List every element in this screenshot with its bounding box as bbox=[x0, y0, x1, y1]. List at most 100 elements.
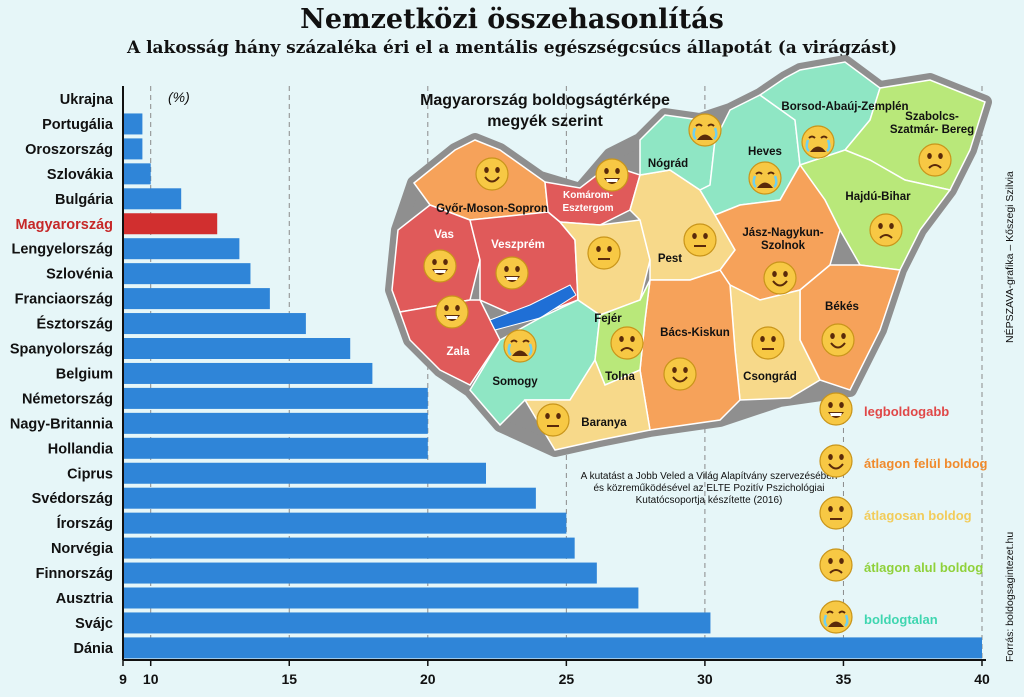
map-labels: Magyarország boldogságtérképe megyék szer… bbox=[420, 92, 974, 437]
category-label: Magyarország bbox=[15, 217, 113, 233]
category-label: Ciprus bbox=[67, 466, 113, 482]
legend-item-above: átlagon felül boldog bbox=[818, 443, 988, 483]
x-tick-label: 15 bbox=[281, 671, 297, 687]
county-label: Veszprém bbox=[491, 239, 545, 251]
emoji-best-icon bbox=[423, 249, 457, 283]
legend-item-average: átlagosan boldog bbox=[818, 495, 972, 535]
bar bbox=[123, 462, 486, 484]
emoji-unhappy-icon bbox=[503, 329, 537, 363]
legend-item-unhappy: boldogtalan bbox=[818, 599, 938, 639]
chart-subtitle: A lakosság hány százaléka éri el a mentá… bbox=[126, 38, 898, 58]
county-label: Tolna bbox=[605, 371, 635, 383]
emoji-below-icon bbox=[918, 143, 952, 177]
category-label: Norvégia bbox=[51, 541, 114, 557]
category-label: Ukrajna bbox=[60, 92, 114, 108]
map-subtitle: megyék szerint bbox=[487, 113, 603, 130]
category-label: Észtország bbox=[36, 316, 113, 333]
county-label: Heves bbox=[748, 146, 782, 158]
legend-label: boldogtalan bbox=[864, 611, 938, 627]
county-label: Jász-Nagykun-Szolnok bbox=[742, 227, 823, 252]
bar bbox=[123, 562, 597, 584]
emoji-best-icon bbox=[595, 158, 629, 192]
category-label: Ausztria bbox=[56, 591, 114, 607]
category-label: Portugália bbox=[42, 117, 114, 133]
county-label: Komárom-Esztergom bbox=[562, 190, 613, 214]
x-axis: 9 10 15 20 25 30 35 40 (%) bbox=[119, 86, 990, 687]
category-label: Svájc bbox=[75, 616, 113, 632]
county-zala bbox=[398, 299, 501, 386]
bar bbox=[123, 612, 711, 634]
x-tick-label: 9 bbox=[119, 671, 127, 687]
legend-item-best: legboldogabb bbox=[818, 391, 949, 431]
legend-item-below: átlagon alul boldog bbox=[818, 547, 983, 587]
bar bbox=[123, 637, 982, 659]
category-label: Szlovénia bbox=[46, 267, 114, 283]
chart-title: Nemzetközi összehasonlítás bbox=[300, 4, 724, 35]
category-label: Bulgária bbox=[55, 192, 114, 208]
emoji-above-icon bbox=[818, 443, 854, 484]
county-label: Békés bbox=[825, 301, 859, 313]
lake-balaton bbox=[489, 284, 577, 331]
category-label: Dánia bbox=[74, 641, 114, 657]
bar bbox=[123, 587, 639, 609]
emoji-average-icon bbox=[683, 223, 717, 257]
emoji-above-icon bbox=[475, 157, 509, 191]
bar bbox=[123, 138, 143, 160]
bar bbox=[123, 188, 182, 210]
category-label: Spanyolország bbox=[10, 342, 113, 358]
x-tick-label: 30 bbox=[697, 671, 713, 687]
category-label: Hollandia bbox=[48, 441, 114, 457]
bar bbox=[123, 338, 351, 359]
county-label: Szabolcs-Szatmár- Bereg bbox=[890, 111, 974, 136]
bar bbox=[123, 238, 240, 260]
county-bacs-kiskun bbox=[639, 269, 741, 431]
category-label: Lengyelország bbox=[11, 242, 113, 258]
county-label: Baranya bbox=[581, 417, 627, 429]
category-label: Belgium bbox=[56, 366, 113, 382]
emoji-unhappy-icon bbox=[748, 161, 782, 195]
legend-label: átlagosan boldog bbox=[864, 507, 972, 523]
bar bbox=[123, 362, 373, 384]
emoji-above-icon bbox=[763, 261, 797, 295]
legend-label: átlagon felül boldog bbox=[864, 455, 988, 471]
emoji-best-icon bbox=[495, 256, 529, 290]
bar bbox=[123, 263, 251, 285]
bar bbox=[123, 213, 218, 235]
emoji-best-icon bbox=[435, 295, 469, 329]
category-label: Svédország bbox=[32, 491, 113, 507]
county-label: Zala bbox=[446, 346, 470, 358]
map-title: Magyarország boldogságtérképe bbox=[420, 92, 670, 109]
source-credit: Forrás: boldogsagintezet.hu bbox=[1004, 531, 1016, 662]
bar bbox=[123, 537, 575, 559]
bar bbox=[123, 387, 428, 409]
bar bbox=[123, 313, 306, 335]
emoji-unhappy-icon bbox=[818, 599, 854, 640]
emoji-below-icon bbox=[610, 326, 644, 360]
county-label: Fejér bbox=[594, 313, 622, 325]
bar bbox=[123, 487, 536, 509]
county-label: Somogy bbox=[492, 376, 538, 388]
emoji-unhappy-icon bbox=[801, 125, 835, 159]
x-tick-label: 40 bbox=[974, 671, 990, 687]
county-label: Hajdú-Bihar bbox=[845, 191, 911, 203]
emoji-average-icon bbox=[751, 326, 785, 360]
county-label: Bács-Kiskun bbox=[660, 327, 730, 339]
category-label: Németország bbox=[22, 391, 113, 407]
unit-label: (%) bbox=[168, 89, 190, 105]
bar bbox=[123, 288, 270, 310]
legend-label: átlagon alul boldog bbox=[864, 559, 984, 575]
bar bbox=[123, 163, 151, 185]
emoji-below-icon bbox=[869, 213, 903, 247]
county-label: Nógrád bbox=[648, 158, 688, 170]
county-label: Borsod-Abaúj-Zemplén bbox=[781, 101, 908, 113]
emoji-below-icon bbox=[818, 547, 854, 588]
category-label: Írország bbox=[57, 515, 113, 532]
emoji-above-icon bbox=[663, 357, 697, 391]
x-tick-label: 20 bbox=[420, 671, 436, 687]
emoji-best-icon bbox=[818, 391, 854, 432]
research-note: A kutatást a Jobb Veled a Világ Alapítvá… bbox=[580, 471, 838, 506]
category-label: Szlovákia bbox=[47, 167, 114, 183]
legend-label: legboldogabb bbox=[864, 403, 950, 419]
county-label: Győr-Moson-Sopron bbox=[436, 203, 548, 215]
